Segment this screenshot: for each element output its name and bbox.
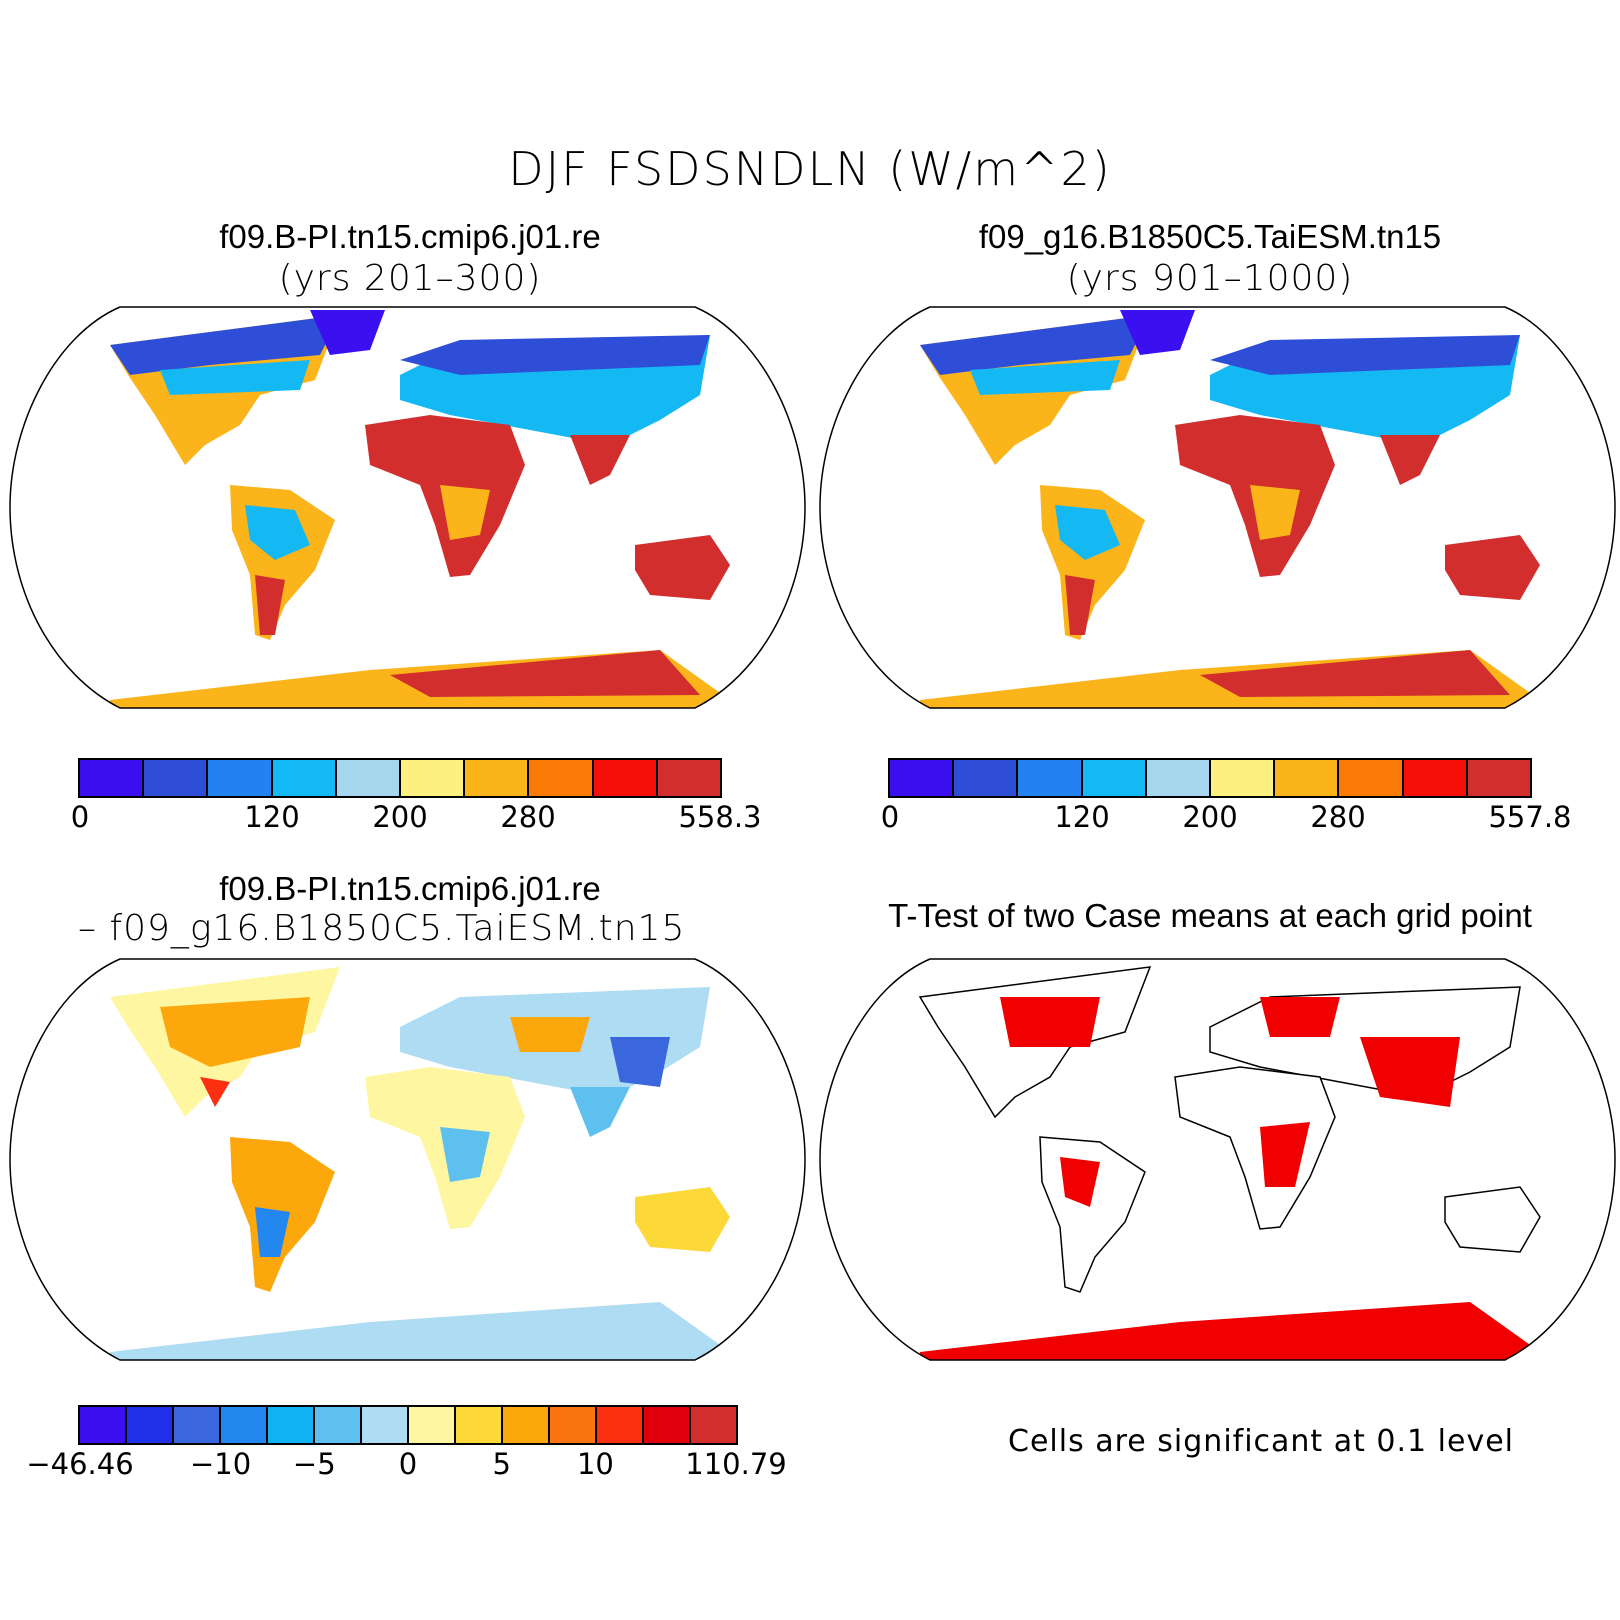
diff-colorbar-box-7 — [409, 1407, 456, 1443]
diff-colorbar-box-5 — [315, 1407, 362, 1443]
case2-tick-label: 120 — [1054, 800, 1110, 834]
case1-colorbar-box-7 — [529, 760, 594, 796]
diff-colorbar-box-2 — [174, 1407, 221, 1443]
case2-colorbar-box-0 — [890, 760, 955, 796]
case2-colorbar-box-7 — [1339, 760, 1404, 796]
diff-tick-label: 110.79 — [685, 1447, 787, 1481]
page-title: DJF FSDSNDLN (W/m^2) — [508, 142, 1112, 196]
diff-tick-label: 5 — [492, 1447, 511, 1481]
case2-colorbar-box-2 — [1018, 760, 1083, 796]
diff-colorbar-box-1 — [127, 1407, 174, 1443]
case1-tick-label: 120 — [244, 800, 300, 834]
case1-title: f09.B-PI.tn15.cmip6.j01.re — [219, 218, 601, 255]
case1-colorbar-box-5 — [401, 760, 466, 796]
case2-colorbar-box-9 — [1467, 760, 1531, 796]
ttest-note: Cells are significant at 0.1 level — [1008, 1424, 1515, 1459]
diff-tick-label: −5 — [292, 1447, 336, 1481]
case2-years: (yrs 901–1000) — [1066, 258, 1354, 299]
case1-colorbar-box-4 — [336, 760, 402, 796]
australia — [635, 535, 730, 600]
case2-map — [819, 306, 1616, 709]
case2-tick-label: 200 — [1182, 800, 1238, 834]
case2-colorbar-box-4 — [1146, 760, 1212, 796]
case1-colorbar — [78, 758, 722, 798]
diff-colorbar-box-8 — [456, 1407, 503, 1443]
case2-colorbar-box-8 — [1403, 760, 1468, 796]
diff-colorbar-box-11 — [597, 1407, 644, 1443]
diff-colorbar-box-3 — [221, 1407, 268, 1443]
diff-colorbar-box-12 — [644, 1407, 691, 1443]
diff-colorbar-ticks: −46.46 −10 −5 0 5 10 110.79 — [26, 1447, 786, 1487]
diff-colorbar-box-9 — [503, 1407, 550, 1443]
case2-title: f09_g16.B1850C5.TaiESM.tn15 — [978, 218, 1442, 255]
case2-colorbar-box-1 — [954, 760, 1019, 796]
case1-map — [9, 306, 806, 709]
case2-colorbar-ticks: 0 120 200 280 557.8 — [881, 800, 1572, 840]
case2-colorbar-box-5 — [1211, 760, 1276, 796]
diff-map — [9, 958, 806, 1361]
case1-colorbar-box-2 — [208, 760, 273, 796]
case1-tick-label: 558.3 — [678, 800, 762, 834]
diff-colorbar — [78, 1405, 738, 1445]
diff-tick-label: −46.46 — [26, 1447, 134, 1481]
case1-tick-label: 0 — [70, 800, 90, 834]
case2-colorbar — [888, 758, 1532, 798]
case1-colorbar-box-9 — [657, 760, 721, 796]
case1-colorbar-box-1 — [144, 760, 209, 796]
case1-colorbar-ticks: 0 120 200 280 558.3 — [71, 800, 762, 840]
greenland — [310, 310, 385, 355]
diff-colorbar-box-6 — [362, 1407, 409, 1443]
diff-colorbar-box-13 — [691, 1407, 736, 1443]
ttest-title: T-Test of two Case means at each grid po… — [888, 897, 1532, 934]
case2-colorbar-box-6 — [1275, 760, 1340, 796]
case1-colorbar-box-6 — [465, 760, 530, 796]
case2-tick-label: 0 — [880, 800, 900, 834]
diff-colorbar-box-0 — [80, 1407, 127, 1443]
diff-subtitle: – f09_g16.B1850C5.TaiESM.tn15 — [78, 908, 686, 949]
case1-tick-label: 280 — [500, 800, 556, 834]
case2-tick-label: 280 — [1310, 800, 1366, 834]
diff-tick-label: −10 — [189, 1447, 252, 1481]
diff-colorbar-box-10 — [550, 1407, 597, 1443]
india — [570, 435, 630, 485]
diff-tick-label: 0 — [398, 1447, 418, 1481]
ttest-map — [819, 958, 1616, 1361]
diff-title: f09.B-PI.tn15.cmip6.j01.re — [219, 870, 601, 907]
diff-tick-label: 10 — [576, 1447, 614, 1481]
case2-colorbar-box-3 — [1082, 760, 1147, 796]
case1-colorbar-box-8 — [593, 760, 658, 796]
case1-colorbar-box-3 — [272, 760, 337, 796]
case2-tick-label: 557.8 — [1488, 800, 1572, 834]
case1-tick-label: 200 — [372, 800, 428, 834]
case1-colorbar-box-0 — [80, 760, 145, 796]
diff-colorbar-box-4 — [268, 1407, 315, 1443]
case1-years: (yrs 201–300) — [278, 258, 542, 299]
